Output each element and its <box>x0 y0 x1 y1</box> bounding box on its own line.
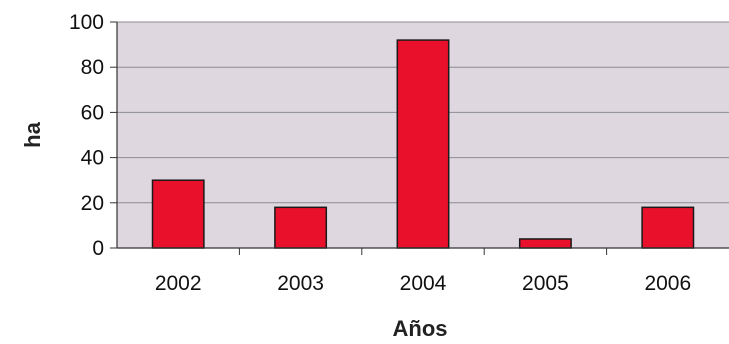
x-tick-label: 2005 <box>522 272 569 295</box>
x-tick-labels: 2002 2003 2004 2005 2006 <box>155 272 691 295</box>
x-axis-title: Años <box>393 316 448 341</box>
x-tick-label: 2004 <box>400 272 447 295</box>
y-axis-title: ha <box>20 121 45 147</box>
x-tick-label: 2006 <box>644 272 691 295</box>
y-tick-label: 80 <box>81 56 104 79</box>
y-tick-label: 60 <box>81 101 104 124</box>
bar-2003 <box>274 206 328 249</box>
y-tick-label: 0 <box>92 237 104 260</box>
axes <box>110 21 729 255</box>
x-tick-label: 2002 <box>155 272 202 295</box>
bar-2006 <box>641 206 695 249</box>
bars <box>151 39 695 249</box>
bar-2005 <box>518 238 572 249</box>
x-tick-label: 2003 <box>277 272 324 295</box>
y-tick-label: 100 <box>69 11 104 34</box>
bar-2004 <box>396 39 450 249</box>
y-tick-labels: 0 20 40 60 80 100 <box>69 11 104 260</box>
y-tick-label: 40 <box>81 147 104 170</box>
bar-2002 <box>151 179 205 249</box>
y-tick-label: 20 <box>81 192 104 215</box>
